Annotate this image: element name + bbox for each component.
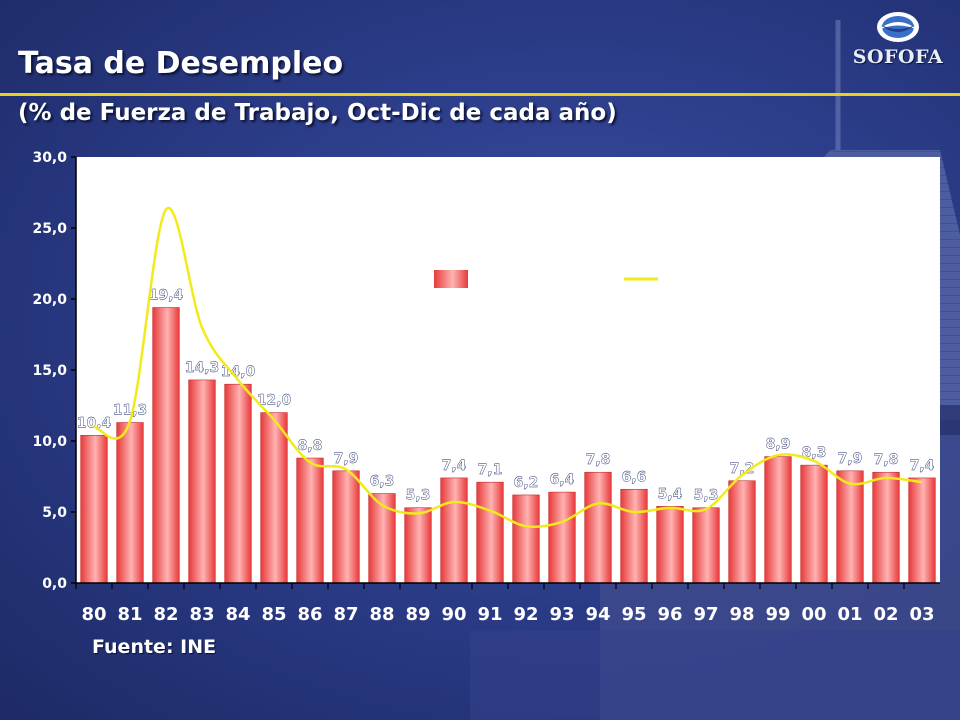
bar — [764, 456, 792, 584]
bar — [224, 383, 252, 584]
x-tick-label: 91 — [477, 604, 502, 625]
bar-value-label: 12,0 — [257, 393, 292, 409]
bar-value-label: 6,6 — [622, 469, 647, 485]
legend: Total País Industria — [434, 269, 760, 291]
y-tick-label: 5,0 — [42, 505, 67, 521]
x-tick-label: 93 — [549, 604, 574, 625]
x-tick-label: 97 — [693, 604, 718, 625]
y-tick-label: 20,0 — [32, 292, 67, 308]
x-tick-label: 96 — [657, 604, 682, 625]
x-tick-label: 00 — [801, 604, 826, 625]
logo-text: SOFOFA — [852, 46, 944, 68]
bar — [152, 307, 180, 584]
bar-value-label: 7,9 — [838, 451, 863, 467]
y-axis: 0,0 5,0 10,0 15,0 20,0 25,0 30,0 — [32, 150, 77, 592]
bar — [692, 507, 720, 584]
page-title: Tasa de Desempleo — [18, 46, 344, 81]
x-tick-label: 98 — [729, 604, 754, 625]
bar — [332, 470, 360, 584]
industria-line — [93, 206, 923, 529]
x-tick-label: 80 — [81, 604, 106, 625]
bar-value-label: 7,2 — [730, 461, 755, 477]
bar-value-label: 8,9 — [766, 437, 791, 453]
plot-area — [76, 157, 940, 583]
bar — [548, 491, 576, 584]
bars-series — [80, 307, 936, 584]
line-series — [93, 206, 923, 529]
bar-value-label: 7,9 — [334, 451, 359, 467]
bar — [368, 493, 396, 584]
bar — [260, 412, 288, 584]
bar — [800, 464, 828, 584]
x-tick-label: 88 — [369, 604, 394, 625]
bar-value-label: 8,8 — [298, 438, 323, 454]
y-tick-label: 0,0 — [42, 576, 67, 592]
x-tick-label: 87 — [333, 604, 358, 625]
bar-value-label: 8,3 — [802, 445, 827, 461]
logo-mark-icon — [877, 12, 919, 42]
bar-value-label: 5,4 — [658, 486, 683, 502]
bar-value-label: 6,3 — [370, 474, 395, 490]
bar — [296, 457, 324, 584]
sofofa-logo: SOFOFA — [848, 10, 948, 76]
bar — [512, 494, 540, 584]
bar — [80, 435, 108, 584]
title-rule — [0, 93, 960, 96]
bar-value-label: 14,3 — [185, 360, 220, 376]
x-tick-label: 81 — [117, 604, 142, 625]
bar-value-label: 7,4 — [442, 458, 467, 474]
bar-value-label: 7,1 — [478, 462, 503, 478]
bar-value-label: 7,4 — [910, 458, 935, 474]
bar — [404, 507, 432, 584]
bar-value-label: 11,3 — [113, 403, 148, 419]
x-tick-label: 86 — [297, 604, 322, 625]
bar — [584, 471, 612, 584]
x-tick-label: 94 — [585, 604, 610, 625]
x-tick-label: 82 — [153, 604, 178, 625]
y-tick-label: 10,0 — [32, 434, 67, 450]
bar-value-label: 6,2 — [514, 475, 539, 491]
bar — [872, 471, 900, 584]
legend-label-industria: Industria — [663, 269, 760, 291]
x-tick-label: 03 — [909, 604, 934, 625]
page-subtitle: (% de Fuerza de Trabajo, Oct-Dic de cada… — [18, 100, 617, 126]
bar — [188, 379, 216, 584]
bar — [116, 422, 144, 584]
legend-swatch-total-pais — [434, 270, 468, 288]
x-axis: 80 81 82 83 84 85 86 87 88 89 90 91 92 93 94 95 96 97 98 99… — [75, 582, 940, 625]
bar — [656, 506, 684, 584]
y-tick-label: 15,0 — [32, 363, 67, 379]
x-tick-label: 84 — [225, 604, 250, 625]
bar — [476, 481, 504, 584]
x-tick-label: 89 — [405, 604, 430, 625]
bar — [620, 488, 648, 584]
x-tick-label: 90 — [441, 604, 466, 625]
bar-value-label: 7,8 — [586, 452, 611, 468]
bar-value-label: 19,4 — [149, 288, 184, 304]
bar-value-label: 10,4 — [77, 415, 112, 431]
bar-labels: 10,411,319,414,3 14,012,08,87,96,35,37,4 7… — [77, 287, 935, 504]
x-tick-label: 02 — [873, 604, 898, 625]
bar — [908, 477, 936, 584]
x-tick-label: 85 — [261, 604, 286, 625]
bar — [728, 480, 756, 584]
bar — [836, 470, 864, 584]
legend-label-total-pais: Total País — [474, 269, 577, 291]
bar — [440, 477, 468, 584]
bar-value-label: 5,3 — [694, 488, 719, 504]
x-tick-label: 83 — [189, 604, 214, 625]
x-tick-label: 01 — [837, 604, 862, 625]
bar-value-label: 7,8 — [874, 452, 899, 468]
source-note: Fuente: INE — [92, 636, 217, 658]
bar-value-label: 5,3 — [406, 488, 431, 504]
x-tick-label: 99 — [765, 604, 790, 625]
x-tick-label: 92 — [513, 604, 538, 625]
x-tick-label: 95 — [621, 604, 646, 625]
bar-value-label: 6,4 — [550, 472, 575, 488]
y-tick-label: 30,0 — [32, 150, 67, 166]
y-tick-label: 25,0 — [32, 221, 67, 237]
